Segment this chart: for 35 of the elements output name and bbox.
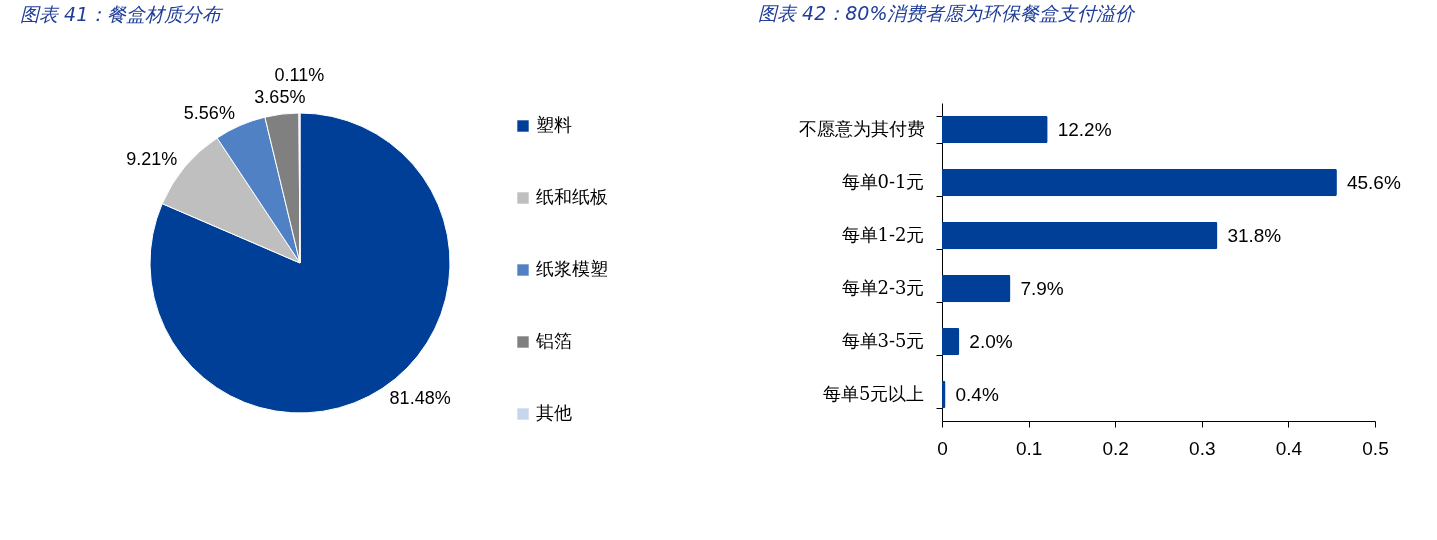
data-label: 31.8% (1227, 224, 1282, 246)
data-label: 0.4% (955, 383, 999, 405)
data-label: 81.48% (389, 388, 451, 409)
chart-title: 图表 42：80%消费者愿为环保餐盒支付溢价 (758, 2, 1137, 24)
data-label: 12.2% (1057, 118, 1112, 140)
data-label: 9.21% (126, 149, 178, 170)
chart-title: 图表 41：餐盒材质分布 (20, 3, 225, 25)
x-tick-label: 0 (937, 437, 948, 459)
x-tick-label: 0.4 (1275, 437, 1303, 459)
bar (942, 115, 1048, 144)
x-tick-label: 0.5 (1362, 437, 1389, 459)
legend-label: 塑料 (536, 114, 572, 135)
x-tick-label: 0.1 (1015, 437, 1043, 459)
bar (942, 327, 960, 356)
data-label: 7.9% (1020, 277, 1064, 299)
bar (942, 274, 1011, 303)
data-label: 45.6% (1346, 171, 1401, 193)
data-label: 3.65% (254, 87, 306, 108)
bar (942, 168, 1337, 197)
y-tick-label: 每单0-1元 (841, 171, 925, 192)
y-tick-label: 每单3-5元 (841, 330, 925, 351)
data-label: 5.56% (183, 102, 235, 123)
data-label: 0.11% (274, 65, 325, 85)
data-label: 2.0% (969, 330, 1013, 352)
x-tick-label: 0.2 (1102, 437, 1129, 459)
legend-label: 其他 (536, 402, 572, 423)
x-tick-label: 0.3 (1189, 437, 1216, 459)
bar (942, 221, 1218, 250)
y-tick-label: 不愿意为其付费 (798, 118, 925, 139)
legend-label: 纸和纸板 (536, 186, 608, 207)
y-tick-label: 每单2-3元 (841, 277, 925, 298)
legend-label: 纸浆模塑 (536, 258, 608, 279)
legend-label: 铝箔 (535, 330, 572, 351)
y-tick-label: 每单1-2元 (841, 224, 925, 245)
y-tick-label: 每单5元以上 (823, 383, 925, 404)
